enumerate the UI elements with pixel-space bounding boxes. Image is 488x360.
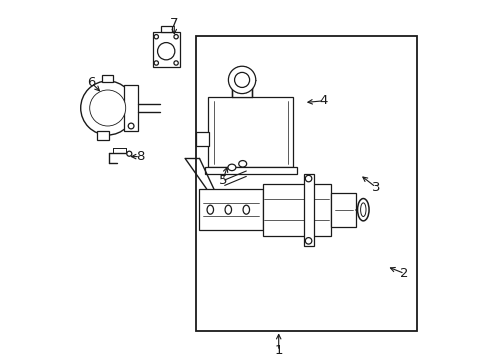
Circle shape (128, 123, 134, 129)
Text: 4: 4 (319, 94, 327, 107)
Ellipse shape (206, 205, 213, 214)
Bar (97, 131, 109, 140)
Text: 3: 3 (371, 181, 379, 194)
Circle shape (305, 238, 311, 244)
Circle shape (228, 66, 255, 94)
Text: 6: 6 (87, 76, 96, 89)
Text: 1: 1 (274, 345, 283, 357)
Bar (161, 26, 171, 32)
Circle shape (174, 61, 178, 65)
Bar (204, 167, 296, 174)
Ellipse shape (357, 199, 368, 221)
Bar (232, 80, 251, 97)
Circle shape (81, 81, 134, 135)
Bar (123, 85, 138, 131)
Ellipse shape (238, 161, 246, 167)
Circle shape (234, 72, 249, 87)
Ellipse shape (243, 205, 249, 214)
Circle shape (126, 151, 132, 156)
Ellipse shape (227, 164, 235, 171)
Bar (208, 97, 292, 167)
Bar (303, 174, 313, 246)
Circle shape (157, 42, 175, 60)
Ellipse shape (224, 205, 231, 214)
Text: 7: 7 (170, 17, 178, 30)
Bar (199, 189, 262, 230)
Bar (262, 184, 330, 236)
Bar (152, 32, 179, 67)
Text: 8: 8 (136, 150, 144, 163)
Circle shape (305, 175, 311, 182)
Circle shape (89, 90, 125, 126)
Circle shape (154, 61, 158, 65)
Bar (196, 132, 208, 146)
Bar (330, 193, 355, 227)
Ellipse shape (360, 203, 365, 217)
Circle shape (154, 35, 158, 39)
Bar (102, 75, 113, 82)
Text: 5: 5 (218, 174, 227, 186)
Bar (196, 36, 416, 331)
Text: 2: 2 (400, 267, 408, 280)
Circle shape (174, 35, 178, 39)
